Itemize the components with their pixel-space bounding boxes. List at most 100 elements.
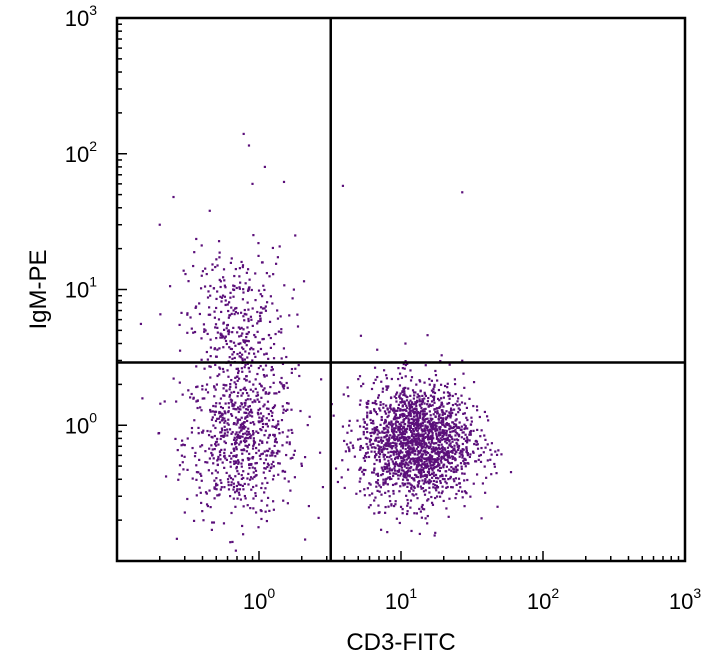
data-point (441, 413, 444, 417)
data-point (251, 324, 254, 327)
data-point (266, 496, 270, 500)
data-point (446, 460, 450, 463)
data-point (435, 432, 438, 435)
data-point (433, 385, 436, 388)
data-point (410, 487, 413, 490)
data-point (254, 335, 257, 339)
data-point (218, 450, 222, 453)
data-point (292, 288, 295, 291)
data-point (418, 463, 421, 467)
data-point (447, 477, 450, 481)
data-point (374, 455, 377, 458)
data-point (432, 471, 435, 474)
data-point (202, 429, 205, 432)
data-point (365, 456, 368, 459)
data-point (440, 450, 443, 454)
data-point (222, 435, 225, 439)
data-point (259, 317, 262, 321)
data-point (399, 485, 402, 488)
data-point (285, 355, 288, 359)
data-point (379, 486, 382, 489)
data-point (419, 424, 422, 427)
data-point (406, 415, 409, 418)
data-point (400, 421, 403, 424)
data-point (370, 471, 374, 474)
data-point (248, 433, 251, 436)
data-point (429, 394, 433, 397)
data-point (416, 497, 419, 500)
data-point (470, 416, 473, 419)
data-point (439, 479, 442, 483)
data-point (399, 505, 403, 508)
data-point (206, 391, 210, 394)
data-point (395, 430, 398, 434)
data-point (402, 401, 405, 404)
data-point (387, 459, 390, 462)
data-point (252, 497, 255, 500)
data-point (284, 409, 288, 412)
data-point (269, 295, 272, 298)
data-point (211, 472, 214, 475)
data-point (407, 414, 410, 417)
data-point (413, 450, 417, 453)
data-point (432, 447, 435, 450)
data-point (242, 427, 246, 430)
data-point (411, 444, 414, 447)
data-point (203, 330, 206, 333)
data-point (396, 464, 399, 467)
data-point (401, 482, 404, 485)
data-point (352, 446, 355, 450)
data-point (385, 377, 389, 380)
data-point (277, 427, 281, 431)
data-point (377, 430, 380, 433)
data-point (451, 440, 454, 443)
data-point (267, 464, 270, 467)
data-point (373, 450, 376, 453)
data-point (405, 416, 408, 420)
data-point (423, 461, 426, 464)
data-point (222, 383, 225, 386)
data-point (435, 407, 438, 410)
data-point (226, 369, 229, 372)
data-point (303, 456, 307, 459)
data-point (246, 415, 249, 418)
data-point (425, 427, 429, 430)
data-point (472, 381, 476, 384)
data-point (252, 443, 256, 446)
data-point (272, 465, 275, 468)
data-point (384, 478, 387, 481)
data-point (399, 456, 403, 459)
data-point (208, 306, 211, 309)
data-point (435, 465, 438, 468)
data-point (366, 430, 369, 434)
data-point (435, 458, 438, 461)
data-point (415, 413, 419, 416)
data-point (412, 494, 415, 497)
data-point (286, 502, 289, 505)
data-point (209, 430, 212, 433)
data-point (229, 291, 232, 294)
data-point (438, 428, 442, 431)
data-point (404, 444, 407, 447)
data-point (230, 511, 233, 515)
data-point (398, 442, 401, 446)
data-point (415, 465, 418, 469)
data-point (244, 404, 247, 407)
data-point (213, 348, 216, 351)
data-point (257, 289, 261, 292)
data-point (425, 475, 428, 479)
data-point (274, 455, 277, 458)
data-point (437, 457, 440, 461)
data-point (235, 448, 238, 451)
data-point (214, 265, 217, 269)
data-point (398, 416, 402, 419)
data-point (264, 305, 267, 308)
data-point (244, 363, 247, 366)
data-point (421, 442, 424, 445)
data-point (450, 426, 453, 430)
data-point (271, 406, 275, 410)
data-point (407, 411, 410, 414)
data-point (469, 433, 472, 436)
y-tick-label: 100 (65, 409, 97, 438)
data-point (387, 464, 391, 467)
